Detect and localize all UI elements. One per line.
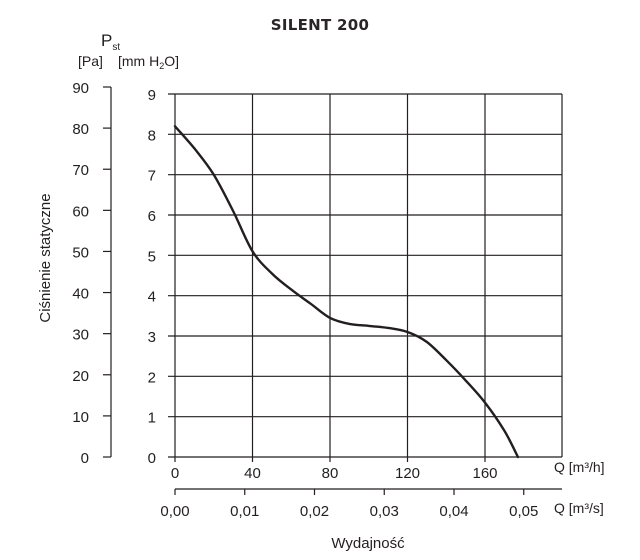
x-axis-label: Wydajność — [331, 535, 405, 552]
performance-curve — [173, 125, 520, 459]
m3h-tick-label: 120 — [395, 465, 420, 482]
pa-tick-label: 80 — [72, 121, 89, 138]
pa-tick-label: 30 — [72, 327, 89, 344]
m3h-tick-label: 40 — [244, 465, 261, 482]
mmh2o-tick-label: 9 — [148, 87, 156, 104]
pa-tick-label: 70 — [72, 162, 89, 179]
y-unit-mmh2o: [mm H2O] — [118, 53, 179, 71]
y-unit-pa: [Pa] — [78, 53, 103, 69]
x-axis-m3s: 0,00 0,01 0,02 0,03 0,04 0,05 — [160, 488, 562, 520]
m3s-tick-label: 0,02 — [300, 503, 329, 520]
mmh2o-tick-label: 7 — [148, 168, 156, 185]
pa-tick-label: 10 — [72, 409, 89, 426]
mmh2o-axis: 9 8 7 6 5 4 3 2 1 0 — [148, 87, 156, 467]
mmh2o-tick-label: 0 — [148, 450, 156, 467]
pa-tick-label: 20 — [72, 368, 89, 385]
x-unit-m3h: Q [m³/h] — [554, 459, 605, 475]
m3s-tick-label: 0,00 — [160, 503, 189, 520]
pa-tick-label: 60 — [72, 203, 89, 220]
pa-tick-label: 0 — [81, 450, 89, 467]
mmh2o-tick-label: 3 — [148, 329, 156, 346]
pa-axis: 90 80 70 60 50 40 30 20 10 0 — [72, 80, 112, 467]
m3s-tick-label: 0,03 — [370, 503, 399, 520]
mmh2o-tick-label: 2 — [148, 369, 156, 386]
m3h-tick-label: 160 — [472, 465, 497, 482]
m3s-tick-label: 0,04 — [439, 503, 468, 520]
y-symbol: Pst — [101, 31, 120, 53]
y-axis-label: Ciśnienie statyczne — [37, 193, 54, 322]
pa-tick-label: 40 — [72, 286, 89, 303]
mmh2o-tick-label: 1 — [148, 410, 156, 427]
mmh2o-tick-label: 6 — [148, 208, 156, 225]
m3s-tick-label: 0,05 — [509, 503, 538, 520]
m3h-tick-label: 0 — [171, 465, 179, 482]
x-unit-m3s: Q [m³/s] — [554, 500, 604, 516]
chart-title: SILENT 200 — [270, 16, 370, 34]
pa-tick-label: 90 — [72, 80, 89, 97]
m3h-tick-label: 80 — [322, 465, 339, 482]
plot-grid — [168, 93, 563, 462]
mmh2o-tick-label: 8 — [148, 127, 156, 144]
pa-tick-label: 50 — [72, 244, 89, 261]
m3s-tick-label: 0,01 — [230, 503, 259, 520]
x-axis-m3h: 0 40 80 120 160 — [171, 465, 498, 482]
mmh2o-tick-label: 4 — [148, 289, 156, 306]
mmh2o-tick-label: 5 — [148, 248, 156, 265]
